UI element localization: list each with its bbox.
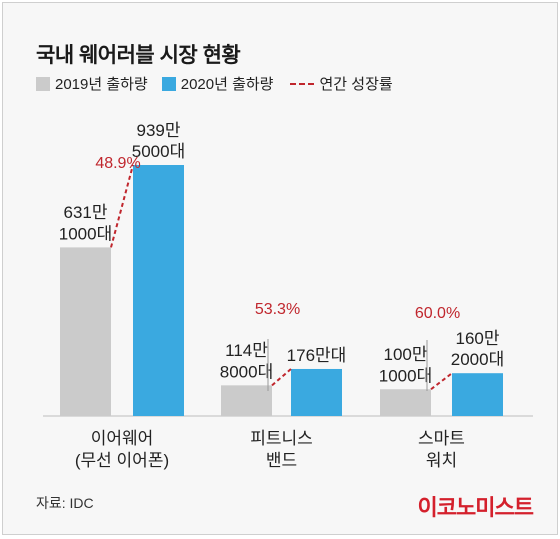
- legend-swatch-2020: [161, 76, 176, 91]
- data-label-2019-2-line-0: 100만: [383, 345, 427, 364]
- legend-item-2019: 2019년 출하량: [36, 73, 148, 94]
- data-label-2020-2-line-1: 2000대: [451, 350, 504, 369]
- bar-2020-1: [291, 368, 342, 416]
- legend-label-2020: 2020년 출하량: [180, 76, 274, 93]
- data-label-2019-1-line-0: 114만: [225, 341, 268, 360]
- bar-2020-0: [133, 165, 184, 416]
- bar-2019-0: [60, 247, 111, 416]
- legend-item-growth: 연간 성장률: [288, 73, 393, 94]
- category-label-2-line-1: 워치: [426, 451, 457, 470]
- data-label-2019-0-line-0: 631만: [63, 203, 107, 222]
- data-label-2020-2-line-0: 160만: [455, 329, 499, 348]
- bar-2020-2: [452, 373, 503, 416]
- data-label-2019-2-line-1: 1000대: [379, 366, 432, 385]
- bar-2019-2: [380, 389, 431, 416]
- source-note: 자료: IDC: [36, 495, 94, 511]
- growth-label-2: 60.0%: [415, 305, 460, 322]
- category-label-2-line-0: 스마트: [418, 429, 465, 448]
- legend-swatch-2019: [36, 76, 50, 91]
- brand-logo: 이코노미스트: [417, 495, 534, 520]
- bar-2019-1: [221, 385, 272, 416]
- growth-line-0: [110, 164, 134, 248]
- legend: 2019년 출하량 2020년 출하량 연간 성장률: [36, 73, 407, 94]
- growth-label-0: 48.9%: [95, 155, 140, 172]
- data-label-2020-0-line-1: 5000대: [132, 142, 185, 161]
- category-label-1-line-0: 피트니스: [250, 429, 313, 448]
- data-label-2020-0-line-0: 939만: [136, 121, 180, 140]
- legend-item-2020: 2020년 출하량: [161, 73, 274, 94]
- data-label-2019-1-line-1: 8000대: [220, 362, 273, 381]
- legend-label-2019: 2019년 출하량: [55, 76, 148, 93]
- growth-line-1: [271, 368, 292, 387]
- category-label-1-line-1: 밴드: [266, 451, 297, 470]
- legend-dash-growth: [289, 82, 314, 85]
- growth-line-2: [430, 372, 453, 391]
- data-label-2020-1-line-0: 176만대: [287, 346, 347, 365]
- data-label-2019-0-line-1: 1000대: [59, 224, 112, 243]
- legend-label-growth: 연간 성장률: [319, 76, 393, 93]
- chart-title: 국내 웨어러블 시장 현황: [36, 44, 241, 67]
- growth-label-1: 53.3%: [255, 301, 300, 318]
- category-label-0-line-0: 이어웨어: [91, 429, 154, 448]
- category-label-0-line-1: (무선 이어폰): [75, 451, 169, 470]
